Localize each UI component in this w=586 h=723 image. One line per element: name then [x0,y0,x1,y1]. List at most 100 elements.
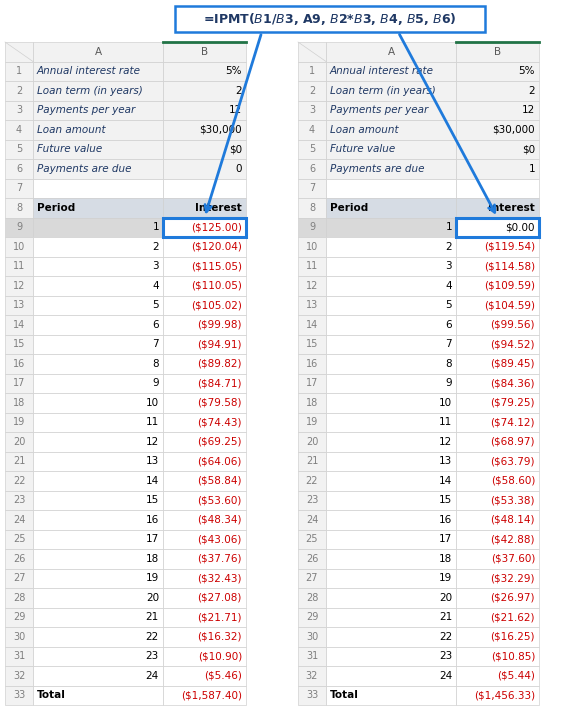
Bar [456,61,539,81]
Bar [5,198,33,218]
Bar [33,374,163,393]
Bar [163,490,246,510]
Bar [33,685,163,705]
Text: ($99.56): ($99.56) [490,320,535,330]
Text: ($58.84): ($58.84) [197,476,242,486]
Bar [5,627,33,646]
Bar [5,588,33,607]
Bar [163,432,246,451]
Bar [163,666,246,685]
Bar [326,627,456,646]
Text: 5%: 5% [226,67,242,76]
Bar [33,179,163,198]
Bar [326,315,456,335]
Text: 21: 21 [306,456,318,466]
Text: 1: 1 [16,67,22,76]
Text: Annual interest rate: Annual interest rate [37,67,141,76]
Bar [33,315,163,335]
Text: 8: 8 [309,202,315,213]
Bar [298,335,326,354]
Bar [298,374,326,393]
Text: ($48.34): ($48.34) [197,515,242,525]
Text: ($120.04): ($120.04) [191,241,242,252]
Text: Total: Total [330,690,359,701]
Text: Payments per year: Payments per year [330,106,428,115]
Bar [326,61,456,81]
Text: 11: 11 [306,261,318,271]
Bar [5,666,33,685]
Text: A: A [387,47,394,56]
Text: 4: 4 [152,281,159,291]
Bar [326,120,456,140]
Bar [33,159,163,179]
Bar [33,335,163,354]
Text: 6: 6 [152,320,159,330]
Text: ($84.36): ($84.36) [490,378,535,388]
Bar [456,413,539,432]
Text: 11: 11 [439,417,452,427]
Text: 12: 12 [229,106,242,115]
Text: 10: 10 [439,398,452,408]
Bar [33,666,163,685]
Bar [163,237,246,257]
Bar [5,100,33,120]
Bar [456,432,539,451]
Text: 18: 18 [439,554,452,564]
Bar [298,237,326,257]
Text: 19: 19 [13,417,25,427]
Bar [298,296,326,315]
Bar [456,179,539,198]
Text: 1: 1 [445,222,452,232]
Bar [5,218,33,237]
Bar [5,159,33,179]
Text: 23: 23 [306,495,318,505]
Text: Period: Period [37,202,75,213]
Text: Interest: Interest [195,202,242,213]
Bar [33,588,163,607]
Text: ($27.08): ($27.08) [197,593,242,603]
Bar [163,393,246,413]
Text: 9: 9 [309,222,315,232]
Text: 15: 15 [306,339,318,349]
Text: 9: 9 [152,378,159,388]
Bar [163,471,246,490]
Bar [163,451,246,471]
Bar [33,81,163,100]
Bar [456,257,539,276]
Text: 13: 13 [439,456,452,466]
Text: ($37.60): ($37.60) [490,554,535,564]
Bar [326,568,456,588]
Text: 19: 19 [306,417,318,427]
Text: Period: Period [330,202,368,213]
Bar [163,257,246,276]
Bar [456,568,539,588]
Text: ($89.45): ($89.45) [490,359,535,369]
Text: 18: 18 [13,398,25,408]
Bar [33,413,163,432]
Bar [456,335,539,354]
Bar [163,42,246,61]
Bar [456,588,539,607]
Text: ($94.52): ($94.52) [490,339,535,349]
Text: 5: 5 [445,300,452,310]
Bar [163,218,246,237]
Text: Loan amount: Loan amount [37,125,105,134]
Text: 10: 10 [13,241,25,252]
Bar [33,237,163,257]
Bar [326,393,456,413]
Bar [33,218,163,237]
Text: 5: 5 [152,300,159,310]
Bar [298,159,326,179]
Text: 10: 10 [146,398,159,408]
Text: ($21.62): ($21.62) [490,612,535,623]
Text: 24: 24 [13,515,25,525]
Bar [298,257,326,276]
Bar [5,42,33,61]
Text: 3: 3 [309,106,315,115]
Bar [326,432,456,451]
Text: $0.00: $0.00 [506,222,535,232]
Bar [298,549,326,568]
Bar [5,81,33,100]
Text: 18: 18 [146,554,159,564]
Text: $0: $0 [522,145,535,154]
